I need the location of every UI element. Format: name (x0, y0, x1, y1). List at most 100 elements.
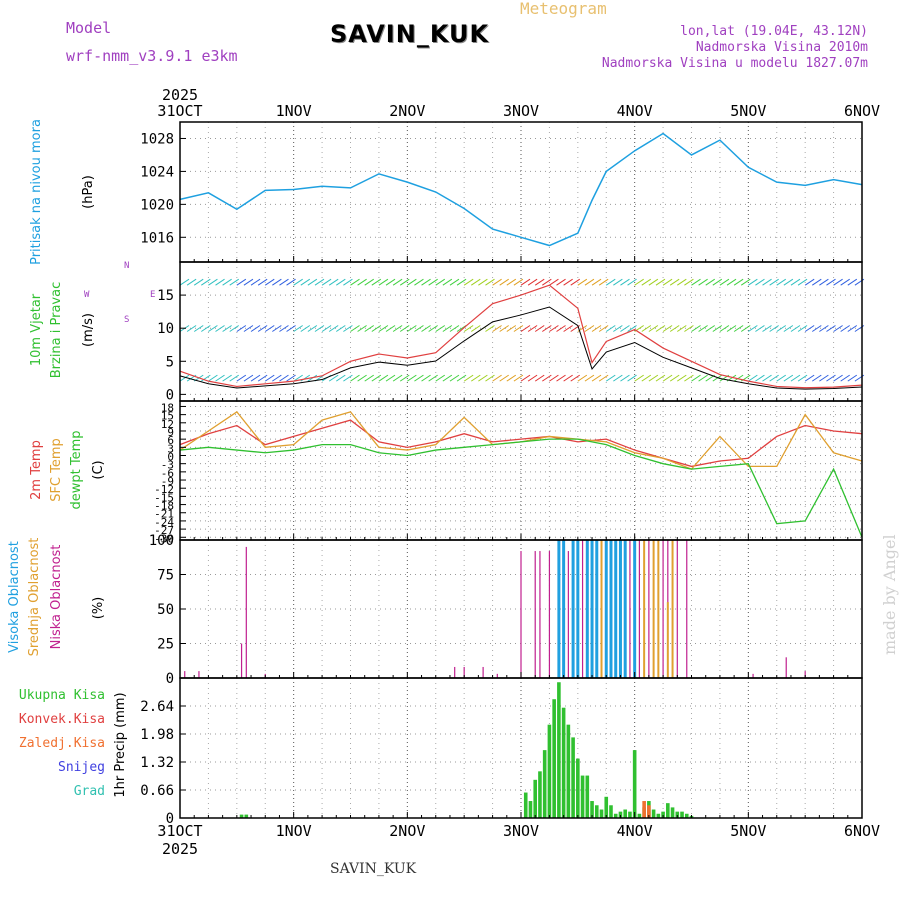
wind-barb (655, 278, 666, 286)
wind-barb (804, 325, 815, 332)
wind-barb (563, 325, 573, 332)
precip-legend-2: Zaledj.Kisa (19, 736, 105, 751)
wind-barb (272, 278, 282, 286)
wind-barb (513, 278, 524, 286)
wind-barb (549, 374, 559, 382)
wind-barb (307, 278, 318, 286)
wind-barb (613, 325, 623, 332)
wind-barb (783, 278, 794, 286)
cloud-bar (245, 546, 247, 678)
compass-n: N (124, 261, 129, 271)
wind-barb (371, 374, 382, 382)
wind-barb (428, 278, 438, 286)
watermark: made by Angel (880, 534, 899, 655)
wind-barb (819, 325, 829, 332)
wind-barb (307, 325, 318, 332)
wind-barb (328, 278, 339, 286)
precip-legend-3: Snijeg (58, 760, 105, 775)
year-label-bottom: 2025 (162, 840, 198, 858)
wind-barb (755, 278, 765, 286)
wind-barb (549, 325, 559, 332)
cloud-bar (520, 551, 522, 678)
precip-bar (604, 796, 609, 818)
wind-barb (620, 325, 630, 332)
wind-barb (506, 278, 517, 286)
wind-barb (634, 278, 644, 286)
wind-barb (201, 278, 211, 286)
wind-barb (499, 325, 509, 332)
wind-barb (449, 374, 460, 382)
wind-title-1: 10m Vjetar (29, 293, 44, 366)
wind-barb (705, 325, 715, 332)
cloud-bar (534, 551, 536, 678)
cloud-bar (785, 657, 787, 678)
wind-barb (740, 278, 751, 286)
precip-tick-label: 0.66 (140, 783, 174, 799)
axis-labels: 31OCT 31OCT 1NOV 1NOV 2NOV 2NOV 3NOV 3NOV 4NOV 4N… (7, 86, 880, 858)
wind-barb (605, 278, 616, 286)
wind-barb (449, 325, 460, 332)
wind-barb (776, 325, 787, 332)
wind-barb (598, 325, 609, 332)
wind-barb (684, 325, 694, 332)
wind-barb (513, 374, 524, 382)
wind-barb (605, 325, 616, 332)
wind-barb (577, 374, 588, 382)
wind-barb (286, 325, 296, 332)
wind-barb (336, 374, 346, 382)
wind-barb (542, 325, 552, 332)
cloud-high-label: Visoka Oblacnost (7, 541, 22, 653)
wind-barb (456, 374, 467, 382)
precip-bar (609, 805, 613, 818)
wind-barb (840, 374, 850, 382)
cloud-bar (609, 540, 613, 678)
wind-barb (378, 325, 389, 332)
x-tick-label-bottom-3: 3NOV (503, 822, 539, 840)
wind-barb (655, 374, 666, 382)
precip-bar (571, 737, 575, 818)
cloud-bar (623, 540, 627, 678)
temp2m-label: 2m Temp (29, 440, 44, 500)
precip-legend-0: Ukupna Kisa (19, 688, 105, 703)
wind-barb (677, 325, 687, 332)
wind-barb (257, 374, 268, 382)
wind-barb (250, 374, 261, 382)
temp-tick-label: -30 (154, 532, 174, 545)
temp-tick-label: 18 (161, 401, 174, 414)
wind-barb (257, 325, 268, 332)
precip-bar (528, 801, 533, 818)
wind-barb (520, 325, 531, 332)
wind-barb (669, 374, 680, 382)
wind-barb (208, 374, 218, 382)
wind-barb (470, 374, 481, 382)
wind-barb (584, 374, 595, 382)
wind-barb (321, 325, 332, 332)
wind-barb (407, 325, 417, 332)
wind-barb (797, 374, 808, 382)
pressure-tick-label: 1020 (140, 197, 174, 213)
wind-barb (293, 278, 303, 286)
wind-barb (385, 278, 396, 286)
compass-e: E (150, 290, 155, 300)
precip-bar (666, 803, 670, 818)
precip-bar (618, 811, 623, 818)
precip-bar (552, 699, 556, 818)
wind-barb (542, 374, 552, 382)
precip-bar (523, 792, 528, 818)
wind-barb (570, 374, 581, 382)
cloud-bar (576, 540, 580, 678)
wind-barb (463, 374, 474, 382)
precip-bar (623, 809, 627, 818)
wind-barb (677, 374, 687, 382)
wind-barb (598, 374, 609, 382)
wind-barb (826, 325, 836, 332)
wind-barb (726, 278, 737, 286)
cloud-tick-label: 0 (166, 671, 174, 687)
wind-barb (371, 325, 382, 332)
wind-barb (748, 325, 758, 332)
wind-barb (485, 278, 495, 286)
precip-bar (533, 779, 538, 818)
cloud-mid-label: Srednja Oblacnost (27, 538, 42, 657)
wind-barb (733, 325, 744, 332)
wind-barb (336, 278, 346, 286)
